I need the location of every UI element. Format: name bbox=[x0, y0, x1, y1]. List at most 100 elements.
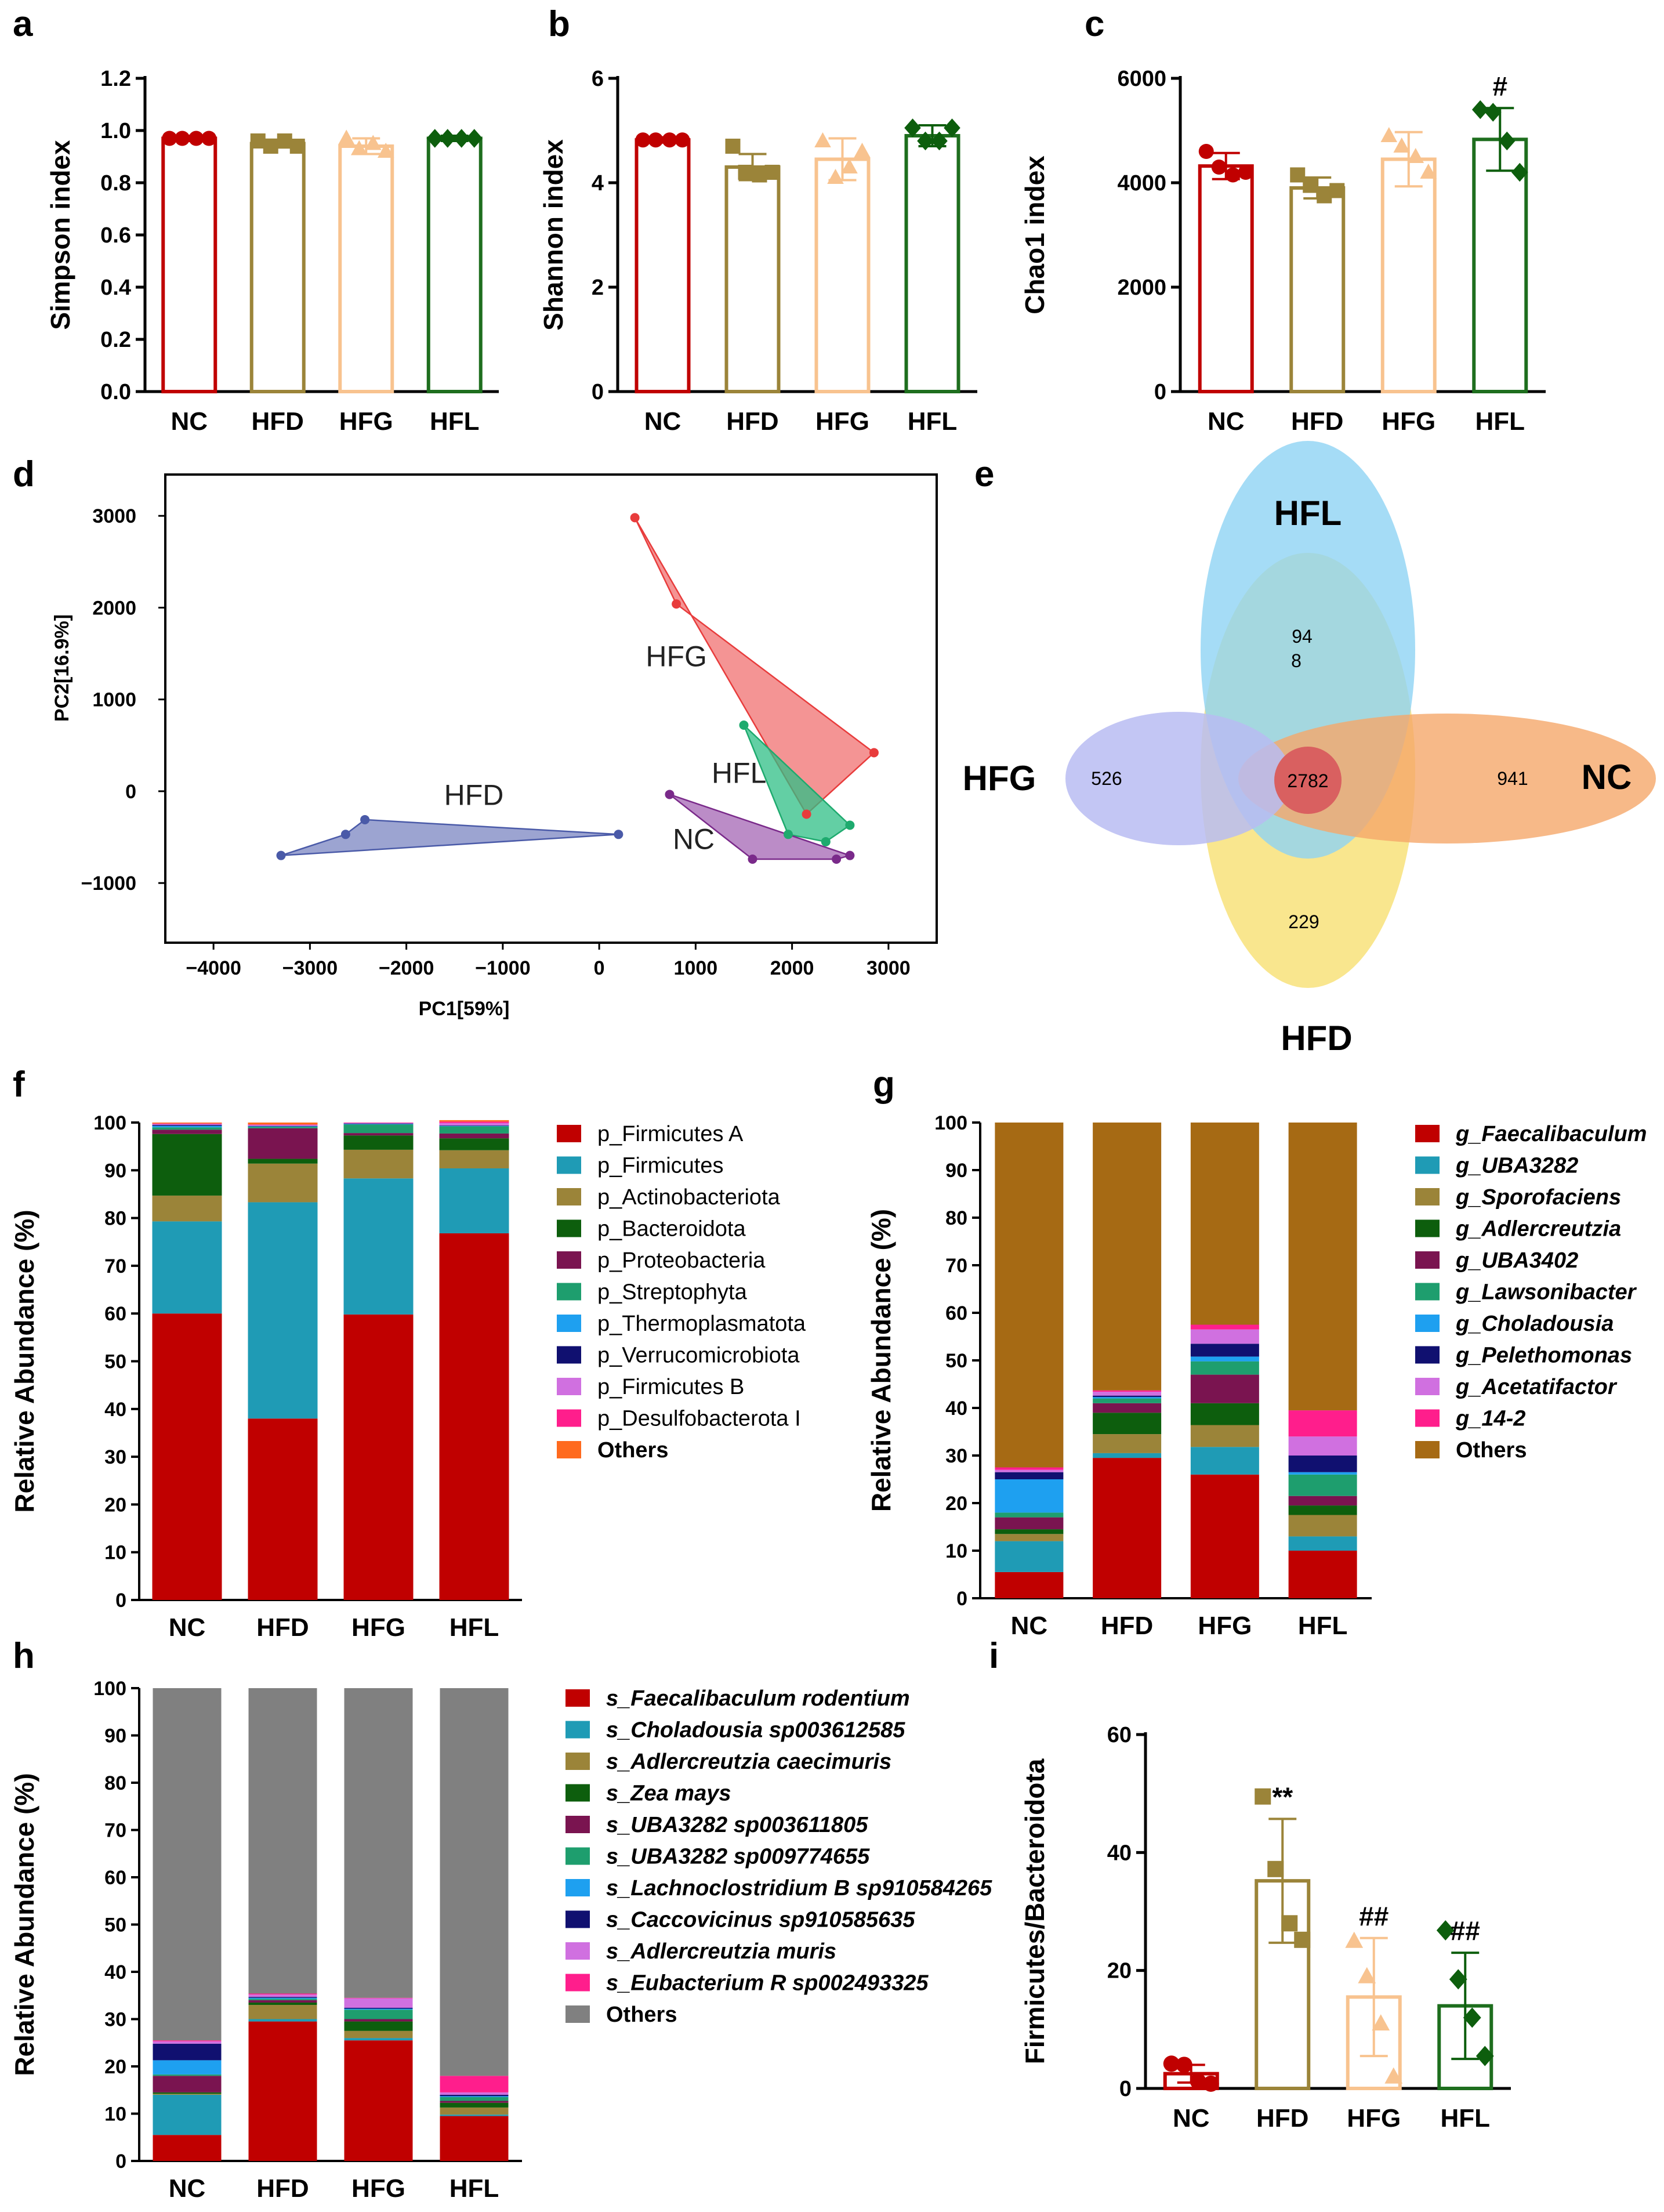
stack-segment-hfd bbox=[248, 1123, 318, 1125]
stack-segment-nc bbox=[152, 1134, 222, 1196]
x-axis-title: PC1[59%] bbox=[419, 998, 510, 1020]
data-point-hfd bbox=[289, 139, 305, 154]
data-point-hfg bbox=[1358, 1967, 1376, 1983]
panel-label-g: g bbox=[873, 1065, 895, 1105]
panel-label-e: e bbox=[974, 454, 994, 494]
x-tick-label: HFD bbox=[1101, 1612, 1153, 1640]
stack-segment-hfl bbox=[1288, 1474, 1357, 1496]
stack-segment-nc bbox=[152, 1125, 222, 1126]
legend-swatch bbox=[565, 1721, 590, 1739]
stack-segment-hfl bbox=[440, 2076, 509, 2092]
x-tick-label: NC bbox=[169, 1613, 206, 1642]
group-label-nc: NC bbox=[673, 823, 715, 856]
stack-segment-hfd bbox=[1093, 1398, 1162, 1403]
y-tick-label: 0.6 bbox=[100, 223, 131, 248]
legend-label: s_Adlercreutzia muris bbox=[606, 1939, 836, 1964]
y-tick-label: 0 bbox=[115, 1590, 126, 1612]
y-tick-label: 6 bbox=[592, 67, 604, 91]
stack-segment-hfl bbox=[439, 1121, 509, 1123]
legend-swatch bbox=[1415, 1441, 1440, 1458]
x-tick-label: NC bbox=[171, 407, 208, 436]
legend-label: Others bbox=[606, 2003, 677, 2027]
y-tick-label: 0 bbox=[956, 1588, 967, 1610]
y-tick-label: 50 bbox=[945, 1350, 967, 1372]
y-tick-label: 60 bbox=[945, 1302, 967, 1324]
point-nc bbox=[665, 790, 675, 799]
legend-label: g_Adlercreutzia bbox=[1455, 1217, 1621, 1241]
stack-segment-hfl bbox=[440, 2092, 509, 2095]
y-tick-label: 40 bbox=[104, 1961, 126, 1983]
data-point-nc bbox=[675, 132, 690, 148]
stack-segment-hfd bbox=[248, 1128, 318, 1159]
panel-label-i: i bbox=[989, 1636, 999, 1676]
stack-segment-hfl bbox=[440, 2097, 509, 2101]
y-tick-label: 60 bbox=[104, 1303, 126, 1325]
stack-segment-hfl bbox=[440, 2101, 509, 2103]
legend-swatch bbox=[557, 1441, 581, 1458]
data-point-hfl bbox=[1436, 1920, 1455, 1941]
stack-segment-hfg bbox=[344, 2040, 413, 2161]
data-point-hfl bbox=[1449, 1969, 1467, 1990]
legend-swatch bbox=[557, 1219, 581, 1237]
stack-segment-hfl bbox=[440, 2115, 509, 2116]
y-tick-label: 70 bbox=[104, 1255, 126, 1277]
stack-segment-nc bbox=[153, 2094, 222, 2135]
x-tick-label: HFL bbox=[449, 2174, 499, 2203]
legend-label: Others bbox=[597, 1438, 668, 1462]
significance-mark: ** bbox=[1272, 1782, 1293, 1812]
legend-swatch bbox=[1415, 1378, 1440, 1395]
x-tick-label: 0 bbox=[594, 957, 605, 979]
legend-label: p_Firmicutes bbox=[597, 1154, 724, 1178]
legend-label: g_Lawsonibacter bbox=[1455, 1280, 1637, 1305]
x-tick-label: HFG bbox=[1198, 1612, 1252, 1640]
stack-segment-nc bbox=[152, 1221, 222, 1314]
stack-segment-hfg bbox=[1190, 1361, 1259, 1375]
stack-segment-hfd bbox=[1093, 1123, 1162, 1391]
venn-count-hfd: 229 bbox=[1288, 911, 1319, 932]
y-axis-title: Relative Abundance (%) bbox=[9, 1210, 39, 1512]
data-point-hfl bbox=[917, 131, 934, 151]
stack-segment-hfd bbox=[248, 2000, 317, 2003]
data-point-hfg bbox=[854, 143, 871, 158]
x-tick-label: 1000 bbox=[674, 957, 718, 979]
legend-label: p_Actinobacteriota bbox=[597, 1185, 781, 1210]
data-point-hfg bbox=[1380, 127, 1398, 143]
data-point-hfl bbox=[1498, 131, 1516, 151]
data-point-nc bbox=[162, 131, 177, 146]
legend-swatch bbox=[557, 1409, 581, 1427]
legend-swatch bbox=[565, 1847, 590, 1865]
data-point-hfg bbox=[841, 158, 858, 174]
stack-segment-hfg bbox=[1190, 1403, 1259, 1425]
stack-segment-hfl bbox=[1288, 1123, 1357, 1411]
y-tick-label: 30 bbox=[945, 1445, 967, 1467]
legend-label: p_Desulfobacterota I bbox=[597, 1407, 801, 1431]
legend-swatch bbox=[1415, 1283, 1440, 1301]
y-tick-label: 40 bbox=[1107, 1841, 1132, 1865]
y-tick-label: 10 bbox=[104, 1542, 126, 1564]
y-tick-label: 0 bbox=[1154, 380, 1166, 404]
legend-swatch bbox=[557, 1346, 581, 1364]
significance-mark: ## bbox=[1451, 1916, 1480, 1946]
y-tick-label: 70 bbox=[945, 1255, 967, 1277]
stack-segment-hfg bbox=[343, 1178, 414, 1315]
stack-segment-hfd bbox=[1093, 1403, 1162, 1413]
panel-label-d: d bbox=[13, 454, 35, 494]
data-point-nc bbox=[1176, 2057, 1192, 2073]
x-tick-label: HFD bbox=[256, 1613, 309, 1642]
stack-segment-hfl bbox=[439, 1125, 509, 1126]
y-tick-label: 60 bbox=[104, 1867, 126, 1889]
stack-segment-hfg bbox=[1190, 1324, 1259, 1330]
legend-label: p_Firmicutes A bbox=[597, 1122, 744, 1146]
group-label-hfl: HFL bbox=[712, 757, 766, 790]
stack-segment-nc bbox=[152, 1313, 222, 1600]
bar-hfd bbox=[724, 165, 781, 393]
point-hfg bbox=[869, 748, 879, 758]
y-tick-label: 100 bbox=[934, 1112, 967, 1134]
y-tick-label: 80 bbox=[104, 1772, 126, 1794]
x-tick-label: HFL bbox=[1440, 2104, 1490, 2133]
stack-segment-hfd bbox=[248, 2002, 317, 2005]
stack-segment-hfg bbox=[1190, 1344, 1259, 1357]
data-point-hfl bbox=[1471, 100, 1489, 120]
legend-label: s_Adlercreutzia caecimuris bbox=[606, 1750, 891, 1774]
data-point-hfd bbox=[250, 133, 266, 149]
